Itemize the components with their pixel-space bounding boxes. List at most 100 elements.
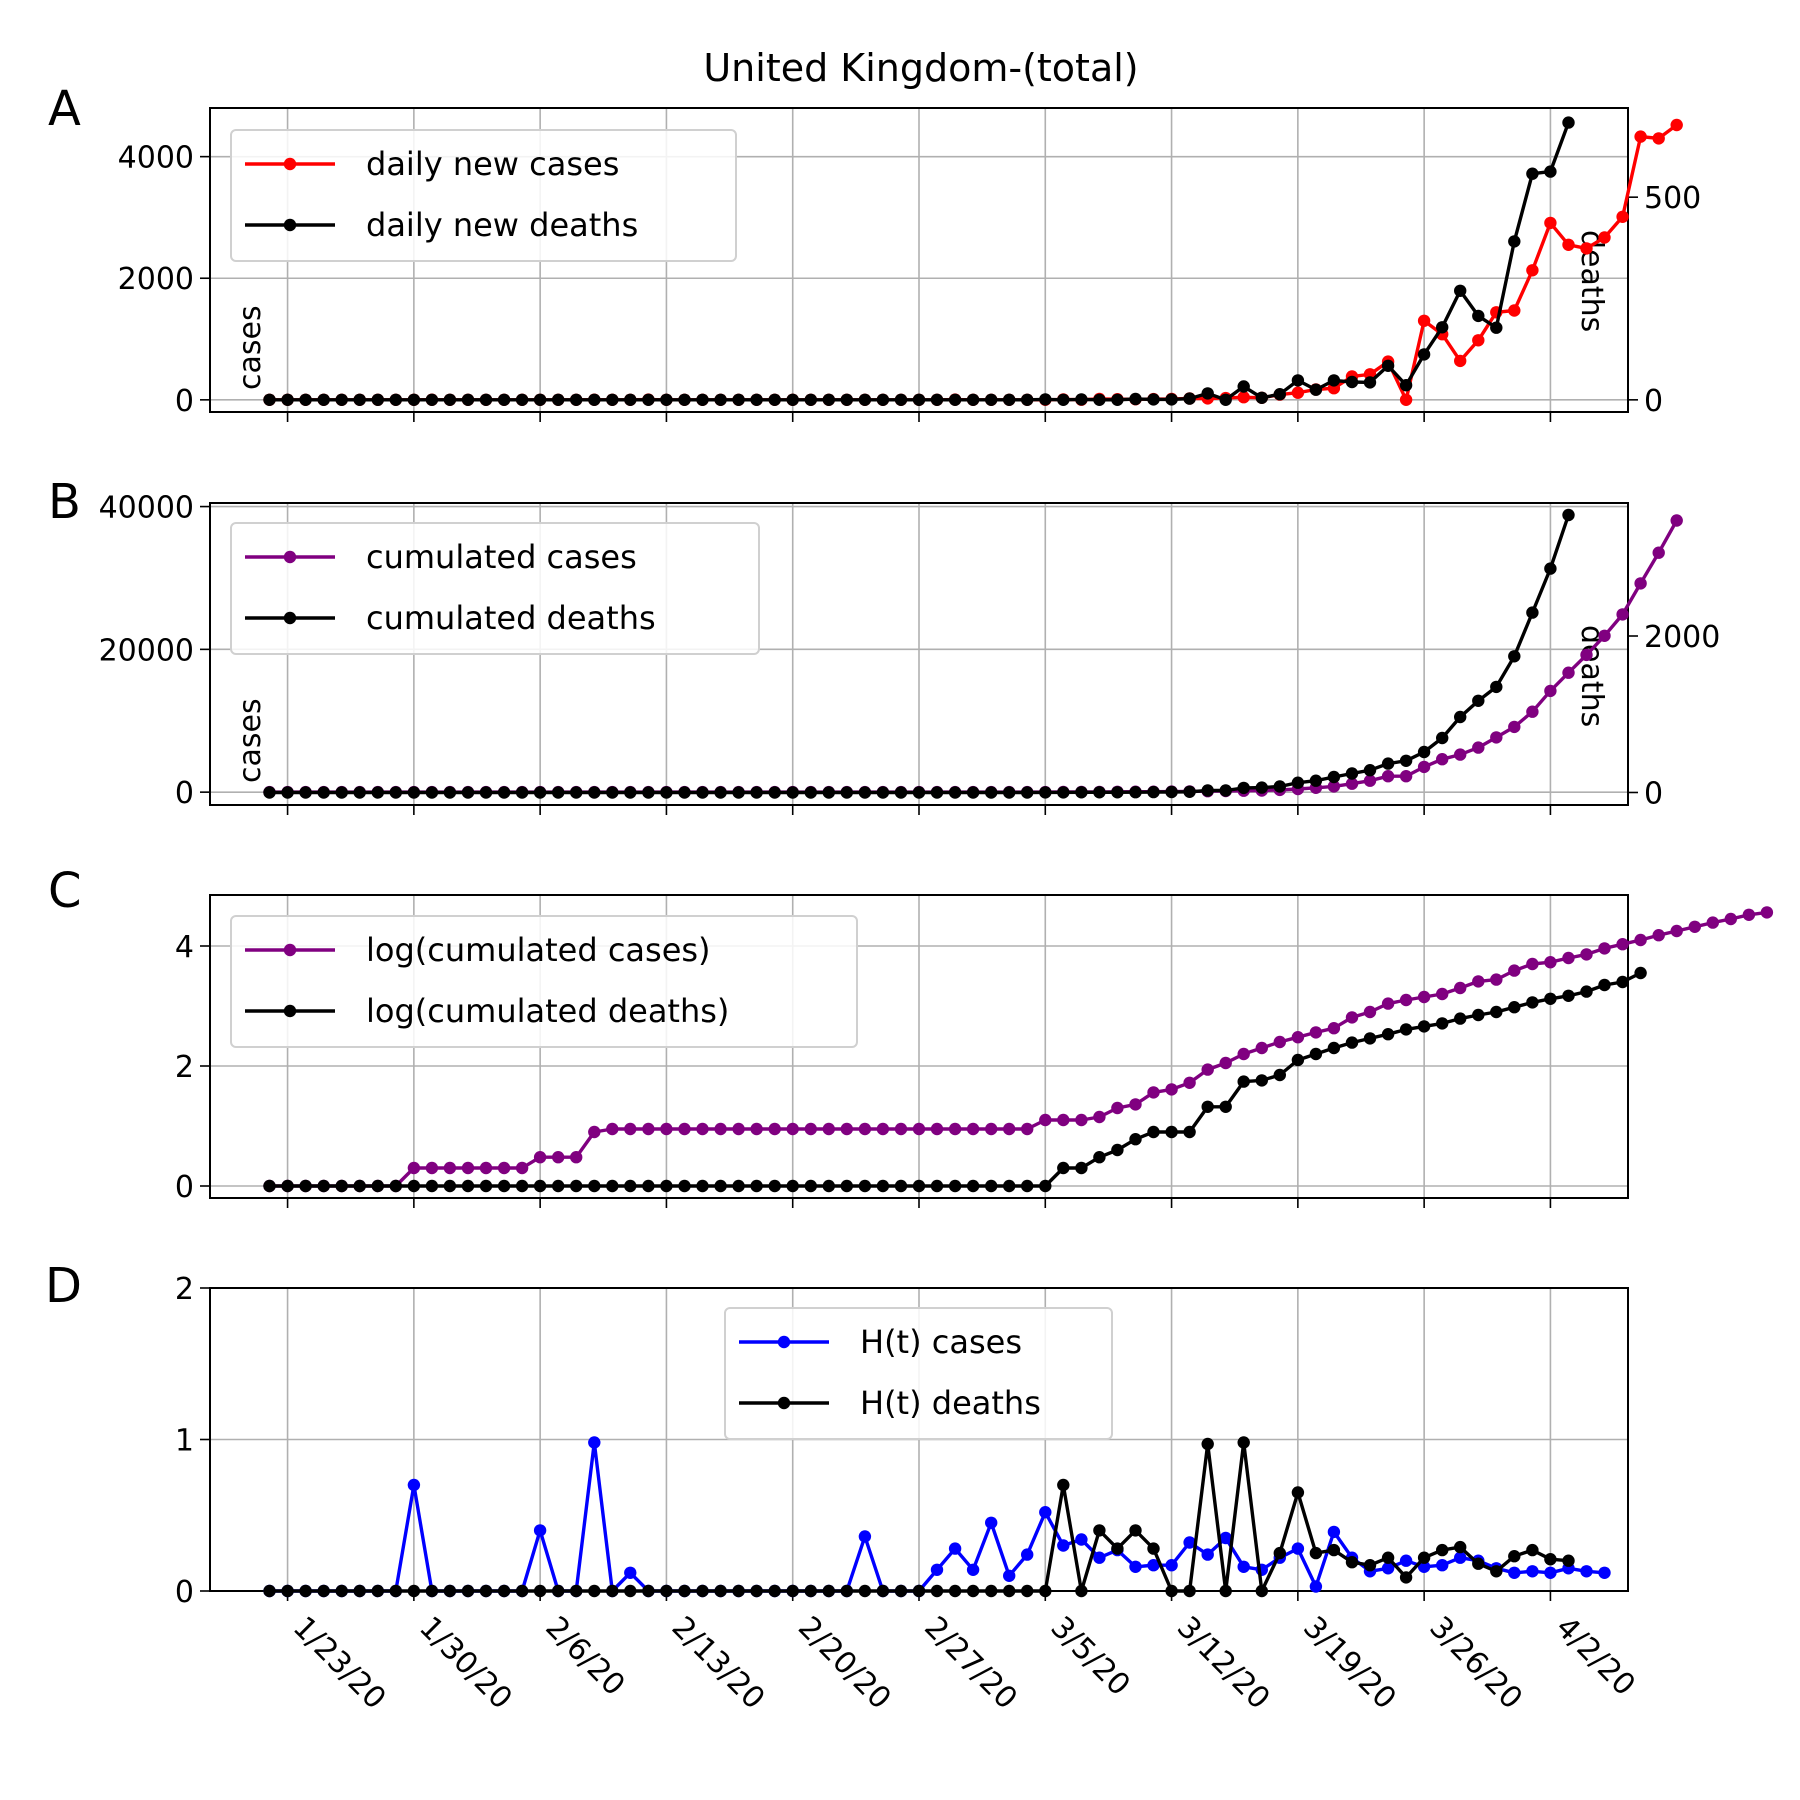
- data-point: [1129, 1524, 1142, 1537]
- data-point: [1598, 978, 1611, 992]
- data-point: [1706, 916, 1720, 929]
- data-point: [533, 1584, 547, 1598]
- x-tick-label: 2/13/20: [665, 1610, 772, 1717]
- data-point: [425, 786, 439, 799]
- panel-letter: C: [48, 863, 82, 919]
- data-point: [840, 1122, 853, 1136]
- data-point: [768, 1584, 781, 1598]
- data-point: [930, 1584, 944, 1598]
- data-point: [876, 1179, 890, 1193]
- data-point: [732, 1179, 745, 1193]
- data-point: [966, 393, 980, 406]
- data-point: [1255, 1074, 1269, 1087]
- data-point: [1508, 1566, 1521, 1580]
- data-point: [317, 393, 330, 406]
- data-point: [407, 393, 421, 406]
- data-point: [461, 1179, 475, 1193]
- data-point: [1616, 975, 1629, 989]
- data-point: [317, 1179, 330, 1193]
- data-point: [1111, 1101, 1124, 1115]
- data-point: [1219, 393, 1232, 406]
- data-point: [1562, 666, 1575, 679]
- data-point: [1616, 210, 1629, 223]
- data-point: [1165, 785, 1178, 799]
- data-point: [1472, 334, 1485, 347]
- legend: cumulated cases cumulated deaths: [230, 522, 760, 655]
- y-tick-label: 0: [175, 384, 194, 419]
- data-point: [389, 393, 402, 406]
- data-point: [1237, 391, 1250, 404]
- legend-label: daily new deaths: [366, 206, 638, 244]
- x-tick-label: 2/20/20: [791, 1610, 898, 1717]
- data-point: [299, 1584, 312, 1598]
- data-point: [1562, 508, 1575, 522]
- data-point: [1039, 393, 1052, 406]
- data-point: [1598, 942, 1611, 955]
- data-point: [624, 1179, 637, 1193]
- data-point: [479, 1179, 493, 1193]
- data-point: [1490, 731, 1503, 744]
- data-point: [966, 1122, 980, 1136]
- data-point: [1183, 1536, 1196, 1549]
- data-point: [1327, 780, 1341, 793]
- data-point: [985, 1516, 998, 1530]
- data-point: [1544, 216, 1557, 230]
- data-point: [1219, 1100, 1232, 1114]
- data-point: [1399, 393, 1413, 406]
- data-point: [1526, 705, 1539, 718]
- data-point: [1454, 284, 1467, 297]
- data-point: [533, 1179, 547, 1193]
- data-point: [371, 393, 384, 406]
- data-point: [497, 1161, 511, 1175]
- data-point: [1526, 167, 1539, 180]
- y-tick-label: 4000: [118, 141, 194, 176]
- data-point: [353, 1584, 366, 1598]
- data-point: [1544, 992, 1557, 1005]
- data-point: [822, 1179, 835, 1193]
- data-point: [1454, 1540, 1467, 1554]
- data-point: [1634, 577, 1647, 590]
- data-point: [371, 786, 384, 799]
- data-point: [479, 1584, 493, 1598]
- data-point: [732, 786, 745, 799]
- data-point: [1454, 1551, 1467, 1564]
- data-point: [1454, 1012, 1467, 1025]
- data-point: [479, 393, 493, 406]
- data-point: [660, 1584, 673, 1598]
- data-point: [1327, 1543, 1341, 1557]
- data-point: [750, 1179, 763, 1193]
- data-point: [714, 393, 727, 406]
- data-point: [1472, 975, 1485, 988]
- legend-box: [230, 915, 858, 1048]
- data-point: [822, 393, 835, 406]
- data-point: [1219, 784, 1232, 797]
- data-point: [858, 786, 872, 799]
- axes-frame: [209, 502, 1629, 806]
- data-point: [1454, 710, 1467, 724]
- data-point: [1309, 1026, 1323, 1039]
- legend-label: log(cumulated cases): [366, 931, 711, 969]
- data-point: [876, 1122, 890, 1136]
- data-point: [425, 1584, 439, 1598]
- data-point: [642, 786, 655, 799]
- data-point: [1309, 1047, 1323, 1061]
- data-point: [299, 1179, 312, 1193]
- data-point: [1381, 1028, 1395, 1041]
- data-point: [606, 1122, 619, 1136]
- data-point: [570, 786, 583, 799]
- data-point: [894, 786, 908, 799]
- data-point: [1237, 380, 1250, 393]
- x-tick-label: 1/23/20: [286, 1610, 393, 1717]
- x-tick-label: 3/5/20: [1044, 1610, 1137, 1703]
- data-point: [1363, 774, 1377, 787]
- data-point: [1255, 391, 1269, 404]
- data-point: [407, 1161, 421, 1175]
- data-point: [1417, 1560, 1431, 1574]
- data-point: [1003, 1179, 1016, 1193]
- data-point: [1562, 951, 1575, 965]
- data-point: [1760, 906, 1774, 919]
- data-point: [1508, 964, 1521, 977]
- data-point: [1490, 680, 1503, 694]
- data-point: [461, 1584, 475, 1598]
- legend-swatch-marker: [283, 611, 297, 625]
